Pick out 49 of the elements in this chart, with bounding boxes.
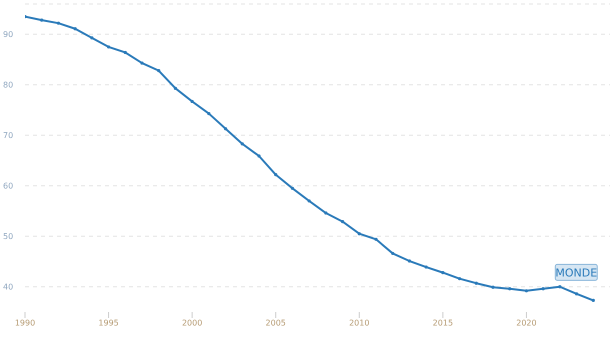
x-tick-label: 2010 bbox=[349, 318, 370, 328]
point bbox=[140, 61, 144, 65]
point bbox=[474, 282, 478, 285]
point bbox=[374, 238, 378, 241]
x-tick-label: 1990 bbox=[14, 318, 36, 328]
point bbox=[508, 287, 512, 290]
y-tick-label: 60 bbox=[3, 182, 14, 191]
point bbox=[74, 27, 77, 30]
point bbox=[358, 232, 361, 236]
point bbox=[592, 298, 595, 302]
point bbox=[90, 36, 94, 40]
y-tick-label: 50 bbox=[3, 232, 14, 242]
point bbox=[174, 86, 178, 90]
point bbox=[441, 271, 444, 274]
point bbox=[124, 50, 127, 54]
point bbox=[424, 265, 428, 269]
y-tick-label: 70 bbox=[3, 131, 14, 140]
point bbox=[391, 252, 394, 256]
point bbox=[157, 69, 160, 72]
point bbox=[558, 285, 562, 288]
point bbox=[40, 18, 44, 22]
point bbox=[408, 259, 412, 263]
point bbox=[56, 22, 60, 25]
x-tick-label: 1995 bbox=[98, 318, 119, 328]
point bbox=[524, 289, 528, 292]
point bbox=[257, 154, 261, 158]
point bbox=[542, 287, 545, 290]
point bbox=[207, 112, 210, 116]
point bbox=[308, 199, 311, 203]
point bbox=[106, 45, 110, 49]
series-label: MONDE bbox=[555, 266, 598, 280]
point bbox=[240, 142, 244, 146]
y-tick-label: 90 bbox=[3, 30, 14, 40]
point bbox=[224, 127, 228, 130]
x-tick-label: 2005 bbox=[266, 318, 286, 328]
point bbox=[340, 220, 344, 224]
point bbox=[574, 292, 578, 296]
point bbox=[290, 186, 294, 190]
x-tick-label: 2015 bbox=[432, 318, 454, 328]
y-tick-label: 40 bbox=[3, 282, 14, 292]
x-tick-label: 2000 bbox=[182, 318, 202, 328]
y-tick-label: 80 bbox=[3, 80, 14, 90]
point bbox=[274, 173, 278, 176]
point bbox=[458, 277, 462, 280]
point bbox=[324, 211, 328, 215]
line-series bbox=[25, 15, 595, 302]
x-tick-label: 2020 bbox=[516, 318, 537, 328]
point bbox=[190, 100, 194, 104]
point bbox=[491, 286, 495, 289]
